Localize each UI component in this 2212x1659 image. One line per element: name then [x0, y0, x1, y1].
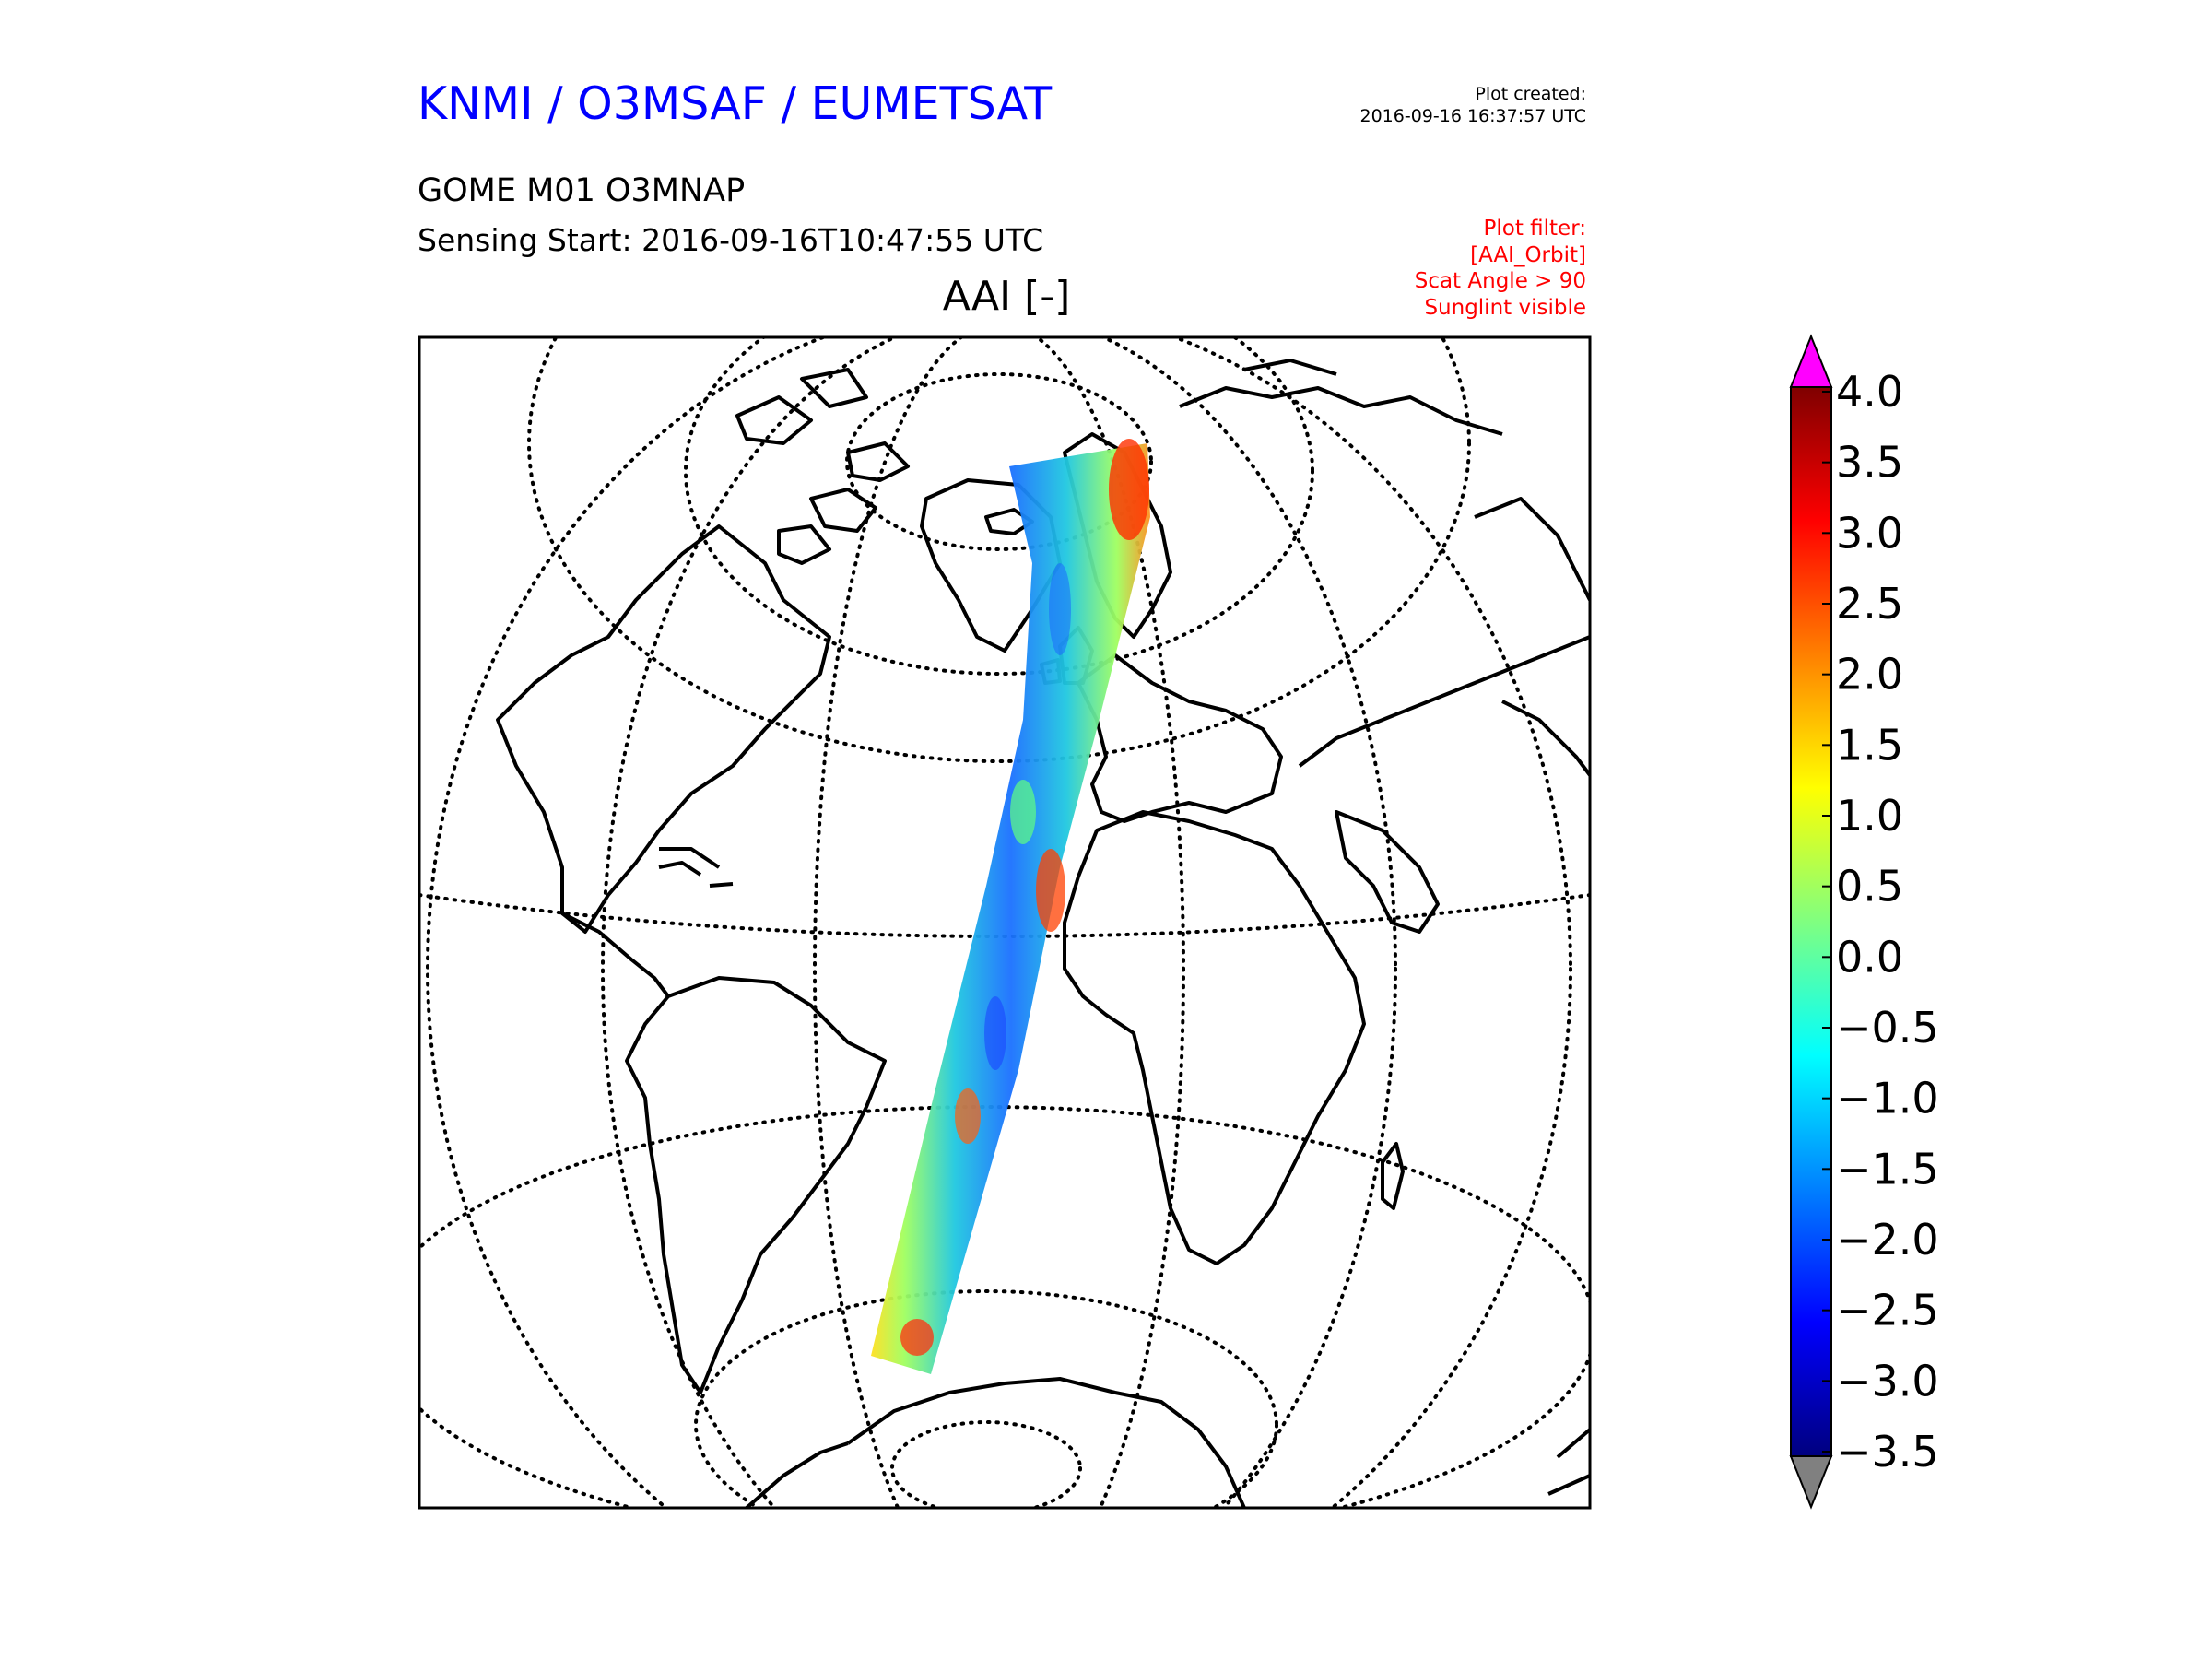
colorbar-tick-label: −2.5 — [1836, 1286, 1939, 1335]
plot-title: AAI [-] — [942, 273, 1071, 320]
colorbar-over-arrow — [1789, 334, 1833, 388]
colorbar-tick-label: 3.0 — [1836, 508, 1903, 558]
colorbar-tick-label: 1.5 — [1836, 720, 1903, 770]
product-name: GOME M01 O3MNAP — [418, 172, 746, 209]
map-frame — [418, 335, 1592, 1510]
plot-filter-line: Plot filter: — [1483, 217, 1586, 241]
plot-created-label: Plot created: — [1475, 84, 1586, 104]
map-content — [419, 337, 1590, 1508]
colorbar-tick-label: −2.0 — [1836, 1215, 1939, 1265]
colorbar-tick-label: −1.0 — [1836, 1074, 1939, 1124]
colorbar-tick-label: −0.5 — [1836, 1003, 1939, 1053]
colorbar: 4.0 3.5 3.0 2.5 2.0 1.5 1.0 0.5 0.0 −0.5 −1.0 −1.5 −… — [1789, 334, 1939, 1510]
plot-filter-line: [AAI_Orbit] — [1470, 243, 1586, 267]
globe-map — [418, 335, 1592, 1510]
colorbar-tick-label: −3.5 — [1836, 1427, 1939, 1477]
colorbar-tick-label: 0.0 — [1836, 932, 1903, 982]
colorbar-tick-label: 3.5 — [1836, 438, 1903, 488]
colorbar-tick-label: 2.0 — [1836, 650, 1903, 700]
colorbar-tick-label: 0.5 — [1836, 862, 1903, 912]
colorbar-tick-label: −3.0 — [1836, 1356, 1939, 1406]
colorbar-tick-label: −1.5 — [1836, 1144, 1939, 1194]
colorbar-under-arrow — [1789, 1455, 1833, 1510]
colorbar-tick-label: 4.0 — [1836, 367, 1903, 417]
sensing-start: Sensing Start: 2016-09-16T10:47:55 UTC — [418, 222, 1044, 258]
colorbar-ticks: 4.0 3.5 3.0 2.5 2.0 1.5 1.0 0.5 0.0 −0.5 −1.0 −1.5 −… — [1822, 367, 1939, 1477]
colorbar-tick-label: 1.0 — [1836, 791, 1903, 841]
colorbar-gradient — [1790, 386, 1832, 1457]
colorbar-tick-label: 2.5 — [1836, 579, 1903, 629]
organization-title: KNMI / O3MSAF / EUMETSAT — [418, 77, 1053, 130]
coastlines — [496, 359, 1590, 1508]
graticule — [419, 337, 1590, 1508]
aai-swath — [871, 439, 1150, 1374]
plot-created-time: 2016-09-16 16:37:57 UTC — [1359, 106, 1587, 126]
plot-filter-line: Scat Angle > 90 — [1414, 269, 1586, 293]
plot-filter-line: Sunglint visible — [1424, 296, 1586, 320]
